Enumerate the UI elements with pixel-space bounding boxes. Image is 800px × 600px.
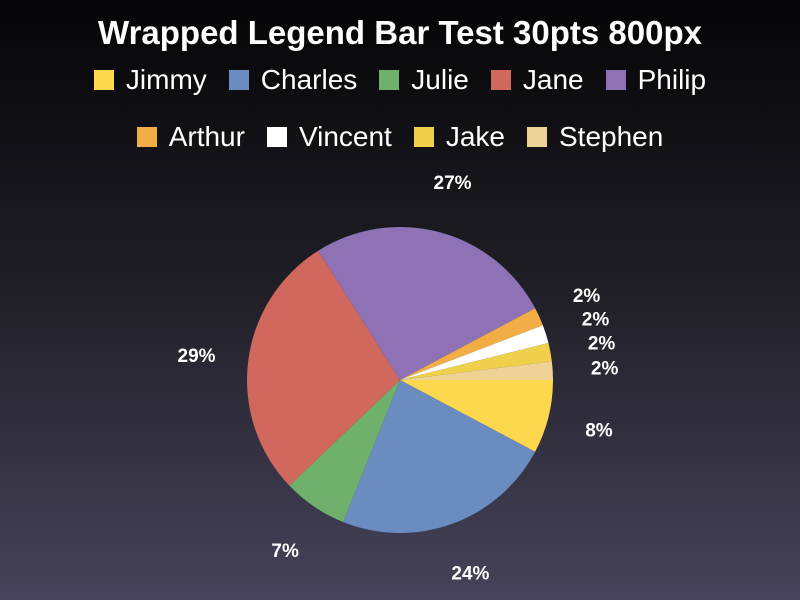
legend-swatch xyxy=(266,127,287,147)
chart-title: Wrapped Legend Bar Test 30pts 800px xyxy=(98,14,702,51)
legend-swatch xyxy=(605,70,626,90)
legend-item-julie: Julie xyxy=(379,64,469,96)
legend-item-stephen: Stephen xyxy=(526,121,664,153)
legend-row: Arthur Vincent Jake Stephen xyxy=(0,121,800,153)
legend-label: Jane xyxy=(522,64,584,95)
legend-swatch xyxy=(490,70,511,90)
legend-label: Stephen xyxy=(558,121,664,152)
legend-label: Arthur xyxy=(168,121,245,152)
slice-value-label: 2% xyxy=(588,334,616,355)
legend-swatch xyxy=(526,127,547,147)
legend-swatch xyxy=(93,70,114,90)
legend-item-philip: Philip xyxy=(605,64,707,96)
legend-label: Vincent xyxy=(298,121,392,152)
legend-label: Jimmy xyxy=(125,64,207,95)
legend-item-jimmy: Jimmy xyxy=(93,64,207,96)
slice-value-label: 29% xyxy=(178,346,216,367)
legend-row: Jimmy Charles Julie Jane Philip xyxy=(0,64,800,96)
slice-value-label: 7% xyxy=(271,541,299,562)
legend-swatch xyxy=(136,127,157,147)
pie-slice-vincent xyxy=(400,325,549,380)
legend-label: Julie xyxy=(411,64,469,95)
pie-slice-charles xyxy=(343,380,536,534)
legend-item-arthur: Arthur xyxy=(136,121,245,153)
legend-label: Charles xyxy=(260,64,358,95)
legend-item-jake: Jake xyxy=(413,121,505,153)
legend-label: Jake xyxy=(445,121,505,152)
legend-swatch xyxy=(413,127,434,147)
slice-value-label: 2% xyxy=(591,359,619,380)
legend-swatch xyxy=(379,70,400,90)
slice-value-label: 27% xyxy=(434,173,472,194)
legend-item-vincent: Vincent xyxy=(266,121,392,153)
slice-value-label: 8% xyxy=(585,421,613,442)
legend-item-charles: Charles xyxy=(228,64,358,96)
legend-label: Philip xyxy=(637,64,707,95)
legend-swatch xyxy=(228,70,249,90)
pie-slice-arthur xyxy=(400,308,543,380)
slice-value-label: 2% xyxy=(582,309,610,330)
pie-slice-jane xyxy=(247,250,400,486)
slice-value-label: 24% xyxy=(451,564,489,585)
pie-slice-philip xyxy=(318,226,536,380)
pie-slice-stephen xyxy=(400,361,553,380)
pie-slice-jimmy xyxy=(400,380,553,452)
pie-slice-julie xyxy=(289,380,400,523)
legend-item-jane: Jane xyxy=(490,64,584,96)
pie-slice-jake xyxy=(400,343,552,380)
slice-value-label: 2% xyxy=(573,286,601,307)
